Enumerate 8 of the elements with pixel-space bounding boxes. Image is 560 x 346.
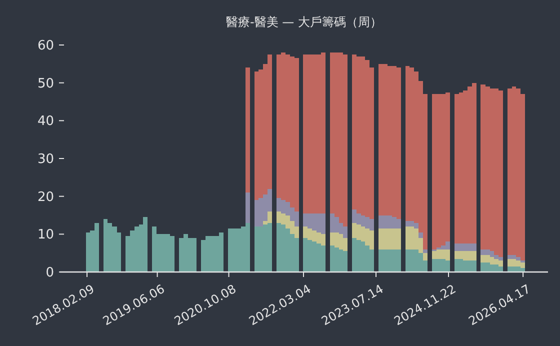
y-tick-label: 20 (37, 190, 54, 205)
y-tick-label: 40 (37, 114, 54, 130)
chart-title: 醫療-醫美 — 大戶籌碼（周） (226, 15, 382, 29)
y-tick-label: 10 (37, 228, 54, 243)
y-tick-label: 60 (37, 38, 54, 54)
y-tick-label: 30 (37, 152, 54, 168)
y-tick-label: 0 (46, 266, 54, 281)
y-tick-label: 50 (37, 76, 54, 92)
